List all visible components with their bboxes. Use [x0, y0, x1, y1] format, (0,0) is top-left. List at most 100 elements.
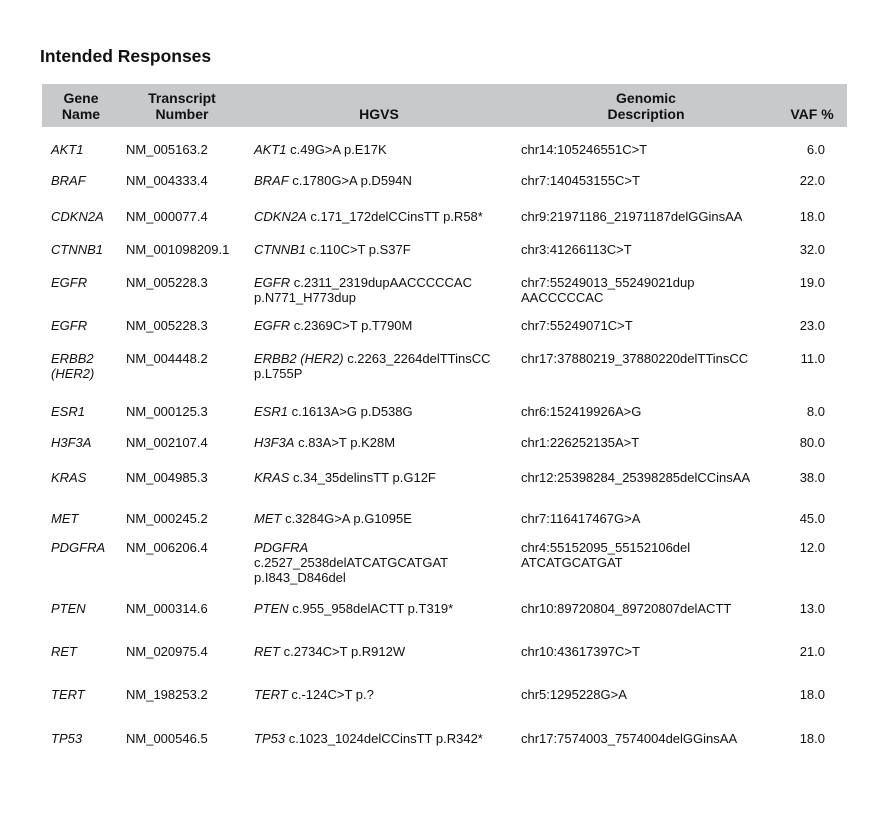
vaf-percent: 8.0 [806, 404, 825, 419]
hgvs-gene: MET [254, 511, 282, 526]
genomic-description: chr10:89720804_89720807delACTT [521, 601, 732, 616]
vaf-percent: 80.0 [799, 435, 825, 450]
genomic-description: chr4:55152095_55152106del ATCATGCATGAT [521, 540, 691, 570]
gene-name: H3F3A [51, 435, 92, 450]
transcript-number: NM_000077.4 [126, 209, 208, 224]
transcript-number: NM_004448.2 [126, 351, 208, 366]
genomic-description: chr7:116417467G>A [521, 511, 641, 526]
genomic-description: chr12:25398284_25398285delCCinsAA [521, 470, 751, 485]
hgvs-change: c.-124C>T p.? [287, 687, 374, 702]
genomic-description: chr14:105246551C>T [521, 142, 648, 157]
hgvs: PTEN c.955_958delACTT p.T319* [254, 601, 509, 616]
vaf-percent: 18.0 [799, 687, 825, 702]
genomic-description: chr10:43617397C>T [521, 644, 640, 659]
hgvs-gene: H3F3A [254, 435, 295, 450]
gene-name: TP53 [51, 731, 83, 746]
hgvs: TERT c.-124C>T p.? [254, 687, 509, 702]
gene-name: MET [51, 511, 79, 526]
gene-name: CTNNB1 [51, 242, 104, 257]
hgvs-change: c.171_172delCCinsTT p.R58* [306, 209, 483, 224]
vaf-percent: 13.0 [799, 601, 825, 616]
transcript-number: NM_004985.3 [126, 470, 208, 485]
transcript-number: NM_004333.4 [126, 173, 208, 188]
hgvs-change: c.955_958delACTT p.T319* [288, 601, 454, 616]
hgvs-gene: CDKN2A [254, 209, 307, 224]
vaf-percent: 38.0 [799, 470, 825, 485]
hgvs-gene: BRAF [254, 173, 289, 188]
gene-name: AKT1 [51, 142, 84, 157]
hgvs: AKT1 c.49G>A p.E17K [254, 142, 509, 157]
hgvs: ESR1 c.1613A>G p.D538G [254, 404, 509, 419]
gene-name: KRAS [51, 470, 87, 485]
hgvs: CDKN2A c.171_172delCCinsTT p.R58* [254, 209, 509, 224]
hgvs-gene: ERBB2 (HER2) [254, 351, 344, 366]
gene-name: TERT [51, 687, 85, 702]
transcript-number: NM_198253.2 [126, 687, 208, 702]
hgvs-change: c.83A>T p.K28M [294, 435, 396, 450]
hgvs-change: c.2369C>T p.T790M [290, 318, 413, 333]
hgvs-change: c.34_35delinsTT p.G12F [289, 470, 436, 485]
transcript-number: NM_005228.3 [126, 275, 208, 290]
genomic-description: chr1:226252135A>T [521, 435, 640, 450]
hgvs: EGFR c.2311_2319dupAACCCCCAC p.N771_H773… [254, 275, 509, 305]
hgvs-gene: TERT [254, 687, 288, 702]
transcript-number: NM_020975.4 [126, 644, 208, 659]
gene-name: EGFR [51, 275, 88, 290]
vaf-percent: 22.0 [799, 173, 825, 188]
hgvs-gene: PDGFRA [254, 540, 309, 555]
gene-name: ERBB2 (HER2) [51, 351, 95, 381]
hgvs: PDGFRA c.2527_2538delATCATGCATGAT p.I843… [254, 540, 509, 585]
gene-name: PDGFRA [51, 540, 106, 555]
hgvs-gene: CTNNB1 [254, 242, 307, 257]
genomic-description: chr5:1295228G>A [521, 687, 627, 702]
gene-name: EGFR [51, 318, 88, 333]
genomic-description: chr17:37880219_37880220delTTinsCC [521, 351, 749, 366]
transcript-number: NM_006206.4 [126, 540, 208, 555]
vaf-percent: 18.0 [799, 731, 825, 746]
hgvs-change: c.1780G>A p.D594N [288, 173, 412, 188]
column-header-vaf: VAF % [790, 106, 834, 122]
hgvs: H3F3A c.83A>T p.K28M [254, 435, 509, 450]
transcript-number: NM_001098209.1 [126, 242, 230, 257]
hgvs: RET c.2734C>T p.R912W [254, 644, 509, 659]
hgvs-change: c.110C>T p.S37F [306, 242, 411, 257]
table-header: Gene Name Transcript Number HGVS Genomic… [42, 84, 847, 127]
gene-name: ESR1 [51, 404, 85, 419]
hgvs-change: c.2527_2538delATCATGCATGAT p.I843_D846de… [254, 555, 449, 585]
hgvs-gene: KRAS [254, 470, 290, 485]
vaf-percent: 21.0 [799, 644, 825, 659]
hgvs: EGFR c.2369C>T p.T790M [254, 318, 509, 333]
genomic-description: chr7:55249013_55249021dup AACCCCCAC [521, 275, 695, 305]
hgvs: MET c.3284G>A p.G1095E [254, 511, 509, 526]
hgvs-gene: EGFR [254, 318, 291, 333]
transcript-number: NM_000245.2 [126, 511, 208, 526]
hgvs-gene: TP53 [254, 731, 286, 746]
hgvs: CTNNB1 c.110C>T p.S37F [254, 242, 509, 257]
vaf-percent: 11.0 [800, 351, 825, 366]
column-header-hgvs: HGVS [359, 106, 399, 122]
hgvs-change: c.1613A>G p.D538G [287, 404, 413, 419]
genomic-description: chr7:55249071C>T [521, 318, 633, 333]
hgvs-change: c.2263_2264delTTinsCC p.L755P [254, 351, 491, 381]
hgvs-change: c.1023_1024delCCinsTT p.R342* [285, 731, 483, 746]
gene-name: CDKN2A [51, 209, 104, 224]
hgvs-gene: PTEN [254, 601, 289, 616]
hgvs: TP53 c.1023_1024delCCinsTT p.R342* [254, 731, 509, 746]
section-title: Intended Responses [40, 46, 212, 66]
vaf-percent: 19.0 [799, 275, 825, 290]
transcript-number: NM_000314.6 [126, 601, 208, 616]
genomic-description: chr9:21971186_21971187delGGinsAA [521, 209, 743, 224]
column-header-genomic: Genomic Description [607, 90, 685, 122]
transcript-number: NM_002107.4 [126, 435, 208, 450]
gene-name: RET [51, 644, 77, 659]
column-header-transcript: Transcript Number [148, 90, 216, 122]
column-header-gene: Gene Name [61, 90, 101, 122]
hgvs: ERBB2 (HER2) c.2263_2264delTTinsCC p.L75… [254, 351, 509, 381]
transcript-number: NM_005163.2 [126, 142, 208, 157]
gene-name: PTEN [51, 601, 86, 616]
vaf-percent: 18.0 [799, 209, 825, 224]
vaf-percent: 45.0 [799, 511, 825, 526]
hgvs-change: c.49G>A p.E17K [286, 142, 387, 157]
hgvs-gene: RET [254, 644, 280, 659]
hgvs: BRAF c.1780G>A p.D594N [254, 173, 509, 188]
